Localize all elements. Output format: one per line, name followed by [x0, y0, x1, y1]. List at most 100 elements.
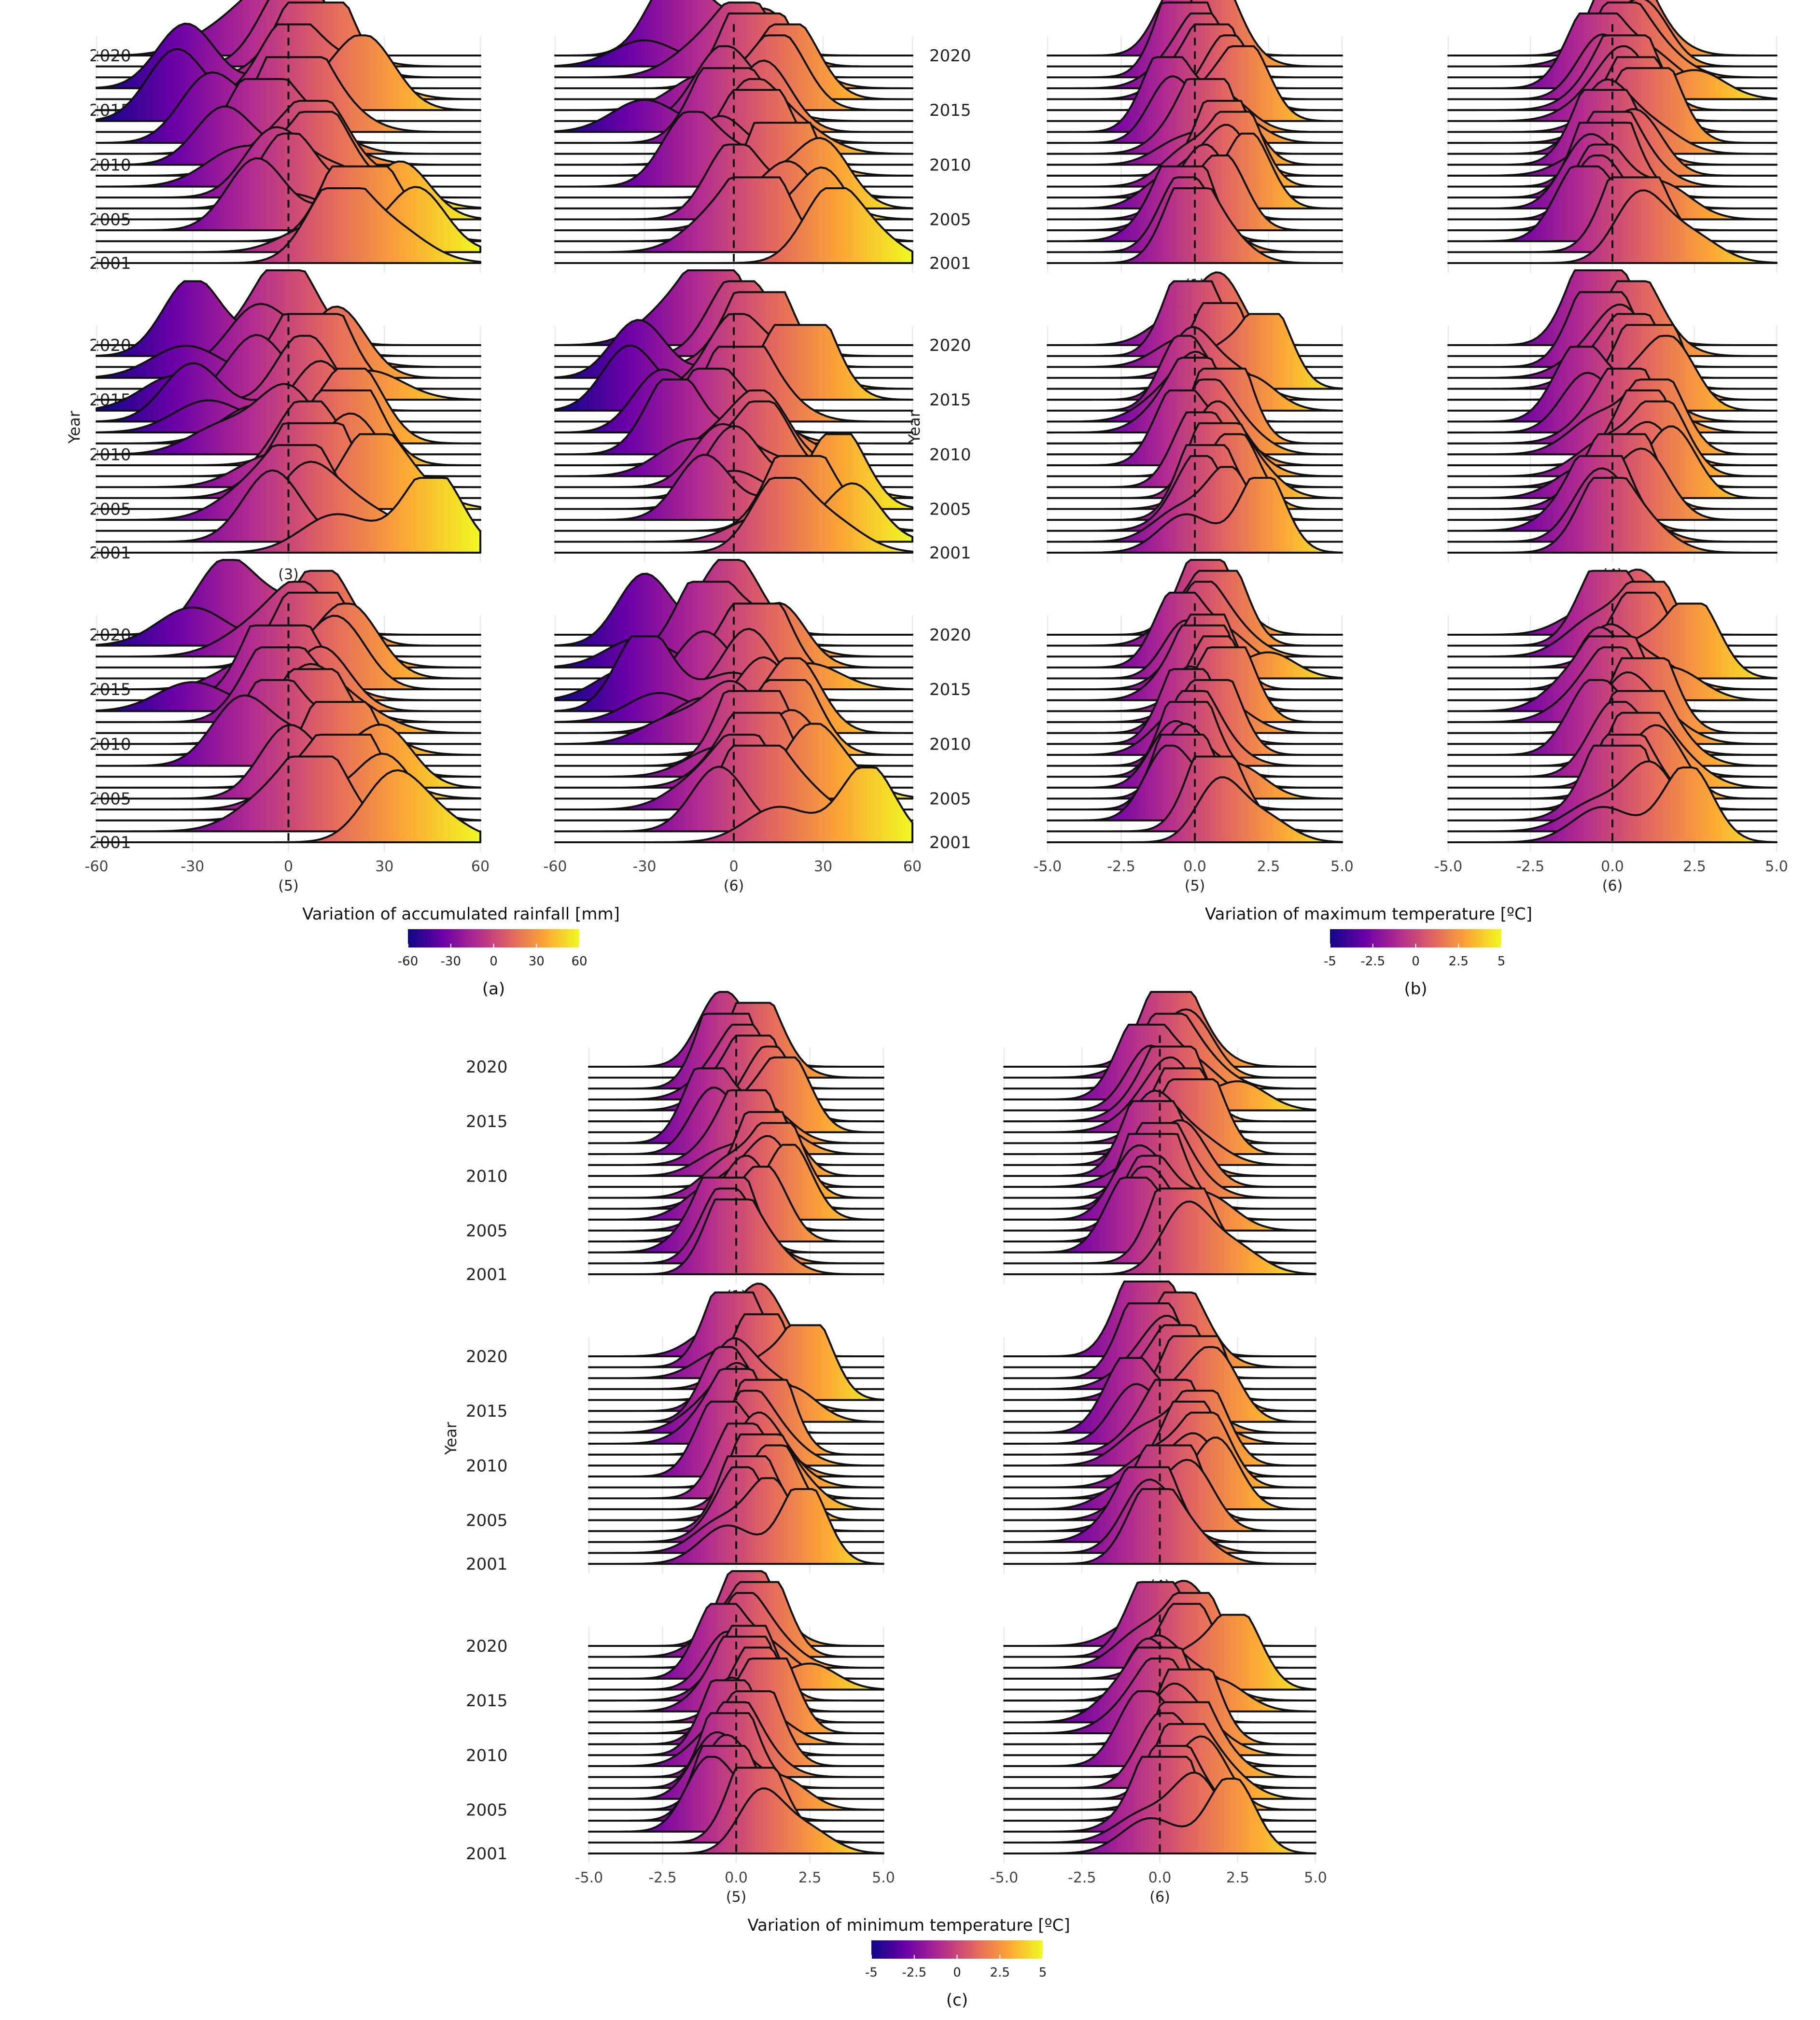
x-tick-label: 0.0 [1148, 1869, 1172, 1886]
ridgeline-panel: (4) [1447, 269, 1778, 583]
ridgeline-panel: (4) [554, 269, 913, 583]
ridge-2001 [96, 187, 481, 264]
ridge-2001 [1447, 189, 1778, 264]
y-tick-label: 2005 [466, 1511, 508, 1530]
ridgeline-panel: -5.0 -2.5 0.0 2.5 5.0 (6) [1434, 569, 1788, 894]
colorbar-tick-label: 5 [1039, 1965, 1047, 1980]
y-tick-label: 2015 [929, 101, 971, 120]
x-tick-label: 2.5 [1683, 858, 1706, 875]
ridge-2001 [588, 1198, 884, 1275]
y-axis-label: Year [905, 410, 924, 444]
x-tick-label: 5.0 [872, 1869, 895, 1886]
y-tick-label: 2005 [466, 1221, 508, 1240]
ridgeline-panel: -60 -30 0 30 60 (5) [85, 559, 490, 894]
ridgeline-panel: -5.0 -2.5 0.0 2.5 5.0 (5) [575, 1570, 895, 1906]
colorbar-tick-label: -2.5 [1360, 954, 1385, 969]
colorbar-tick-label: -5 [1324, 954, 1336, 969]
x-tick-label: 60 [471, 858, 490, 875]
figure-label: (a) [482, 979, 505, 999]
figure-label: (b) [1404, 979, 1427, 999]
ridge-2016 [1047, 23, 1343, 100]
figure-label: (c) [946, 1991, 968, 2010]
ridgeline-panel: (4) [1003, 1281, 1316, 1594]
colorbar-tick-label: 0 [953, 1965, 961, 1980]
x-tick-label: 5.0 [1765, 858, 1788, 875]
x-tick-label: 0.0 [725, 1869, 748, 1886]
panel-label: (5) [278, 878, 299, 894]
panel-label: (5) [726, 1889, 747, 1906]
x-tick-label: -2.5 [648, 1869, 677, 1886]
y-tick-label: 2010 [929, 155, 971, 175]
y-tick-label: 2010 [466, 1456, 508, 1476]
y-tick-label: 2020 [466, 1347, 508, 1366]
x-tick-label: -30 [181, 858, 204, 875]
x-tick-label: -5.0 [1434, 858, 1463, 875]
ridge-2001 [96, 769, 481, 843]
colorbar-tick-label: 0 [1412, 954, 1420, 969]
ridge-2001 [1047, 187, 1343, 264]
colorbar-tick-label: 60 [571, 954, 587, 969]
colorbar-tick-label: -5 [865, 1965, 878, 1980]
panel-label: (3) [278, 566, 299, 583]
x-tick-label: 5.0 [1330, 858, 1354, 875]
y-tick-label: 2005 [929, 210, 971, 229]
ridge-2001 [1003, 1488, 1316, 1565]
y-tick-label: 2001 [929, 543, 971, 563]
ridgeline-panel: (3) [96, 269, 481, 583]
y-tick-label: 2015 [466, 1112, 508, 1131]
y-tick-label: 2015 [929, 680, 971, 699]
x-tick-label: 2.5 [1257, 858, 1280, 875]
x-tick-label: 0.0 [1601, 858, 1624, 875]
ridgeline-panel: (1) [96, 0, 481, 293]
ridge-2001 [1447, 477, 1778, 554]
x-tick-label: -2.5 [1107, 858, 1135, 875]
ridgeline-panel: -60 -30 0 30 60 (6) [544, 559, 922, 894]
y-tick-label: 2020 [466, 1637, 508, 1656]
y-tick-label: 2005 [929, 789, 971, 808]
ridge-2001 [554, 187, 913, 264]
x-tick-label: 30 [375, 858, 393, 875]
ridgeline-panel: -5.0 -2.5 0.0 2.5 5.0 (5) [1034, 559, 1354, 894]
ridgeline-panel: (3) [1047, 271, 1343, 583]
x-tick-label: 0 [729, 858, 738, 875]
x-tick-label: 0.0 [1183, 858, 1206, 875]
y-axis-label: Year [442, 1421, 460, 1455]
colorbar-tick-label: -30 [441, 954, 461, 969]
y-tick-label: 2020 [929, 626, 971, 645]
y-tick-label: 2010 [466, 1167, 508, 1186]
ridge-2001 [1447, 766, 1778, 843]
colorbar-tick-label: 30 [529, 954, 545, 969]
x-tick-label: -30 [633, 858, 657, 875]
y-axis-label: Year [65, 410, 84, 444]
ridgeline-panel: (2) [554, 0, 913, 293]
y-tick-label: 2001 [929, 833, 971, 852]
y-tick-label: 2005 [466, 1800, 508, 1820]
x-tick-label: 2.5 [1226, 1869, 1249, 1886]
x-tick-label: -2.5 [1516, 858, 1545, 875]
x-tick-label: -5.0 [575, 1869, 603, 1886]
y-tick-label: 2001 [466, 1555, 508, 1574]
ridge-2001 [554, 766, 913, 843]
y-tick-label: 2015 [466, 1691, 508, 1711]
y-tick-label: 2020 [929, 336, 971, 355]
y-tick-label: 2001 [466, 1844, 508, 1864]
x-tick-label: 0 [284, 858, 293, 875]
y-tick-label: 2015 [929, 390, 971, 410]
x-axis-title: Variation of accumulated rainfall [mm] [302, 905, 620, 924]
ridgeline-panel: (1) [1047, 0, 1343, 293]
x-tick-label: -2.5 [1068, 1869, 1096, 1886]
ridge-2001 [588, 1488, 884, 1565]
ridgeline-panel: (2) [1447, 0, 1778, 293]
y-tick-label: 2010 [929, 735, 971, 754]
y-tick-label: 2001 [466, 1265, 508, 1284]
x-tick-label: 2.5 [798, 1869, 822, 1886]
ridge-2016 [588, 1034, 884, 1112]
colorbar-tick-label: 5 [1498, 954, 1506, 969]
ridge-2001 [1047, 477, 1343, 554]
y-tick-label: 2010 [929, 445, 971, 464]
y-tick-label: 2015 [466, 1402, 508, 1421]
y-tick-label: 2020 [929, 46, 971, 66]
ridge-group-3: 2020 2015 2010 2005 2001 (1) (2) 2020 2015 2010 20… [442, 991, 1327, 2010]
colorbar-tick-label: 2.5 [1449, 954, 1469, 969]
